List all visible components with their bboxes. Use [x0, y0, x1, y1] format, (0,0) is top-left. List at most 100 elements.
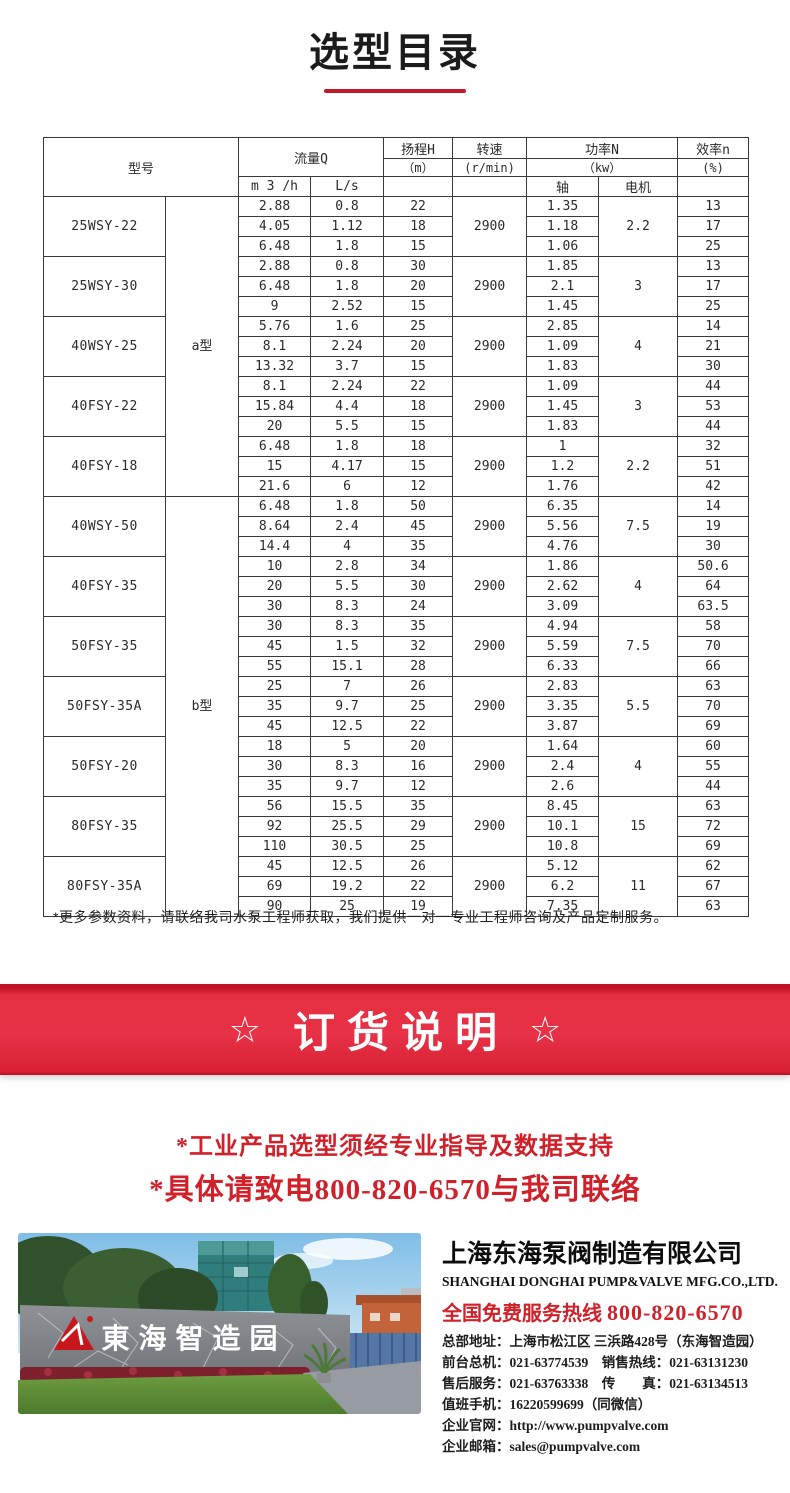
table-row: 20 5.5 15 1.83 44 [44, 416, 750, 437]
star-icon: ☆ [529, 1008, 562, 1050]
col-header-head: 扬程H [383, 137, 454, 159]
model-cell: 40WSY-25 [43, 316, 166, 377]
head-cell: 26 [383, 856, 454, 877]
head-cell: 22 [383, 376, 454, 397]
head-cell: 30 [383, 576, 454, 597]
flow-m3h-cell: 35 [238, 696, 312, 717]
shaft-power-cell: 1.35 [526, 196, 600, 217]
head-cell: 12 [383, 476, 454, 497]
head-cell: 45 [383, 516, 454, 537]
flow-ls-cell: 9.7 [310, 776, 385, 797]
efficiency-cell: 13 [677, 196, 750, 217]
efficiency-cell: 72 [677, 816, 750, 837]
photo-stone-wall [20, 1305, 350, 1385]
flow-ls-cell: 4.17 [310, 456, 385, 477]
shaft-power-cell: 4.94 [526, 616, 600, 637]
flow-m3h-cell: 13.32 [238, 356, 312, 377]
efficiency-cell: 21 [677, 336, 750, 357]
head-cell: 30 [383, 256, 454, 277]
head-cell: 35 [383, 536, 454, 557]
flow-ls-cell: 12.5 [310, 716, 385, 737]
col-header-power: 功率N [526, 137, 679, 159]
shaft-power-cell: 8.45 [526, 796, 600, 817]
motor-power-cell: 2.2 [598, 196, 679, 257]
flow-m3h-cell: 4.05 [238, 216, 312, 237]
photo-sign-text: 東海智造园 [101, 1323, 286, 1354]
model-cell: 50FSY-35 [43, 616, 166, 677]
shaft-power-cell: 1.06 [526, 236, 600, 257]
table-row: 8.64 2.4 45 5.56 19 [44, 516, 750, 537]
shaft-power-cell: 1.2 [526, 456, 600, 477]
flow-ls-cell: 5.5 [310, 416, 385, 437]
shaft-power-cell: 2.4 [526, 756, 600, 777]
notice-line-2: *具体请致电800-820-6570与我司联络 [149, 1174, 641, 1206]
motor-power-cell: 11 [598, 856, 679, 917]
col-header-flow: 流量Q [238, 137, 385, 177]
shaft-power-cell: 10.8 [526, 836, 600, 857]
efficiency-cell: 44 [677, 416, 750, 437]
head-cell: 22 [383, 196, 454, 217]
col-header-power-shaft: 轴 [526, 176, 600, 197]
motor-power-cell: 3 [598, 376, 679, 437]
service-hotline: 全国免费服务热线 800-820-6570 [442, 1297, 782, 1326]
shaft-power-cell: 1.45 [526, 396, 600, 417]
pump-selection-table: 型号 流量Q 扬程H 转速 功率N 效率n （m） (r/min) （kw） (… [42, 137, 750, 917]
motor-power-cell: 5.5 [598, 676, 679, 737]
head-cell: 29 [383, 816, 454, 837]
flow-m3h-cell: 20 [238, 416, 312, 437]
shaft-power-cell: 1 [526, 436, 600, 457]
table-row: 35 9.7 12 2.6 44 [44, 776, 750, 797]
flow-m3h-cell: 5.76 [238, 316, 312, 337]
shaft-power-cell: 6.35 [526, 496, 600, 517]
flow-ls-cell: 8.3 [310, 616, 385, 637]
contact-line: 企业官网：http://www.pumpvalve.com [442, 1418, 669, 1433]
motor-power-cell: 7.5 [598, 616, 679, 677]
shaft-power-cell: 5.12 [526, 856, 600, 877]
table-footnote: *更多参数资料，请联络我司水泵工程师获取，我们提供一对一专业工程师咨询及产品定制… [53, 909, 668, 925]
head-cell: 25 [383, 696, 454, 717]
speed-cell: 2900 [452, 196, 528, 257]
head-cell: 18 [383, 396, 454, 417]
model-cell: 80FSY-35A [43, 856, 166, 917]
flow-m3h-cell: 21.6 [238, 476, 312, 497]
flow-ls-cell: 1.8 [310, 496, 385, 517]
col-header-power-motor: 电机 [598, 176, 679, 197]
contact-line: 售后服务：021-63763338 传 真：021-63134513 [442, 1376, 748, 1391]
flow-m3h-cell: 45 [238, 636, 312, 657]
model-cell: 40FSY-35 [43, 556, 166, 617]
flow-ls-cell: 1.8 [310, 236, 385, 257]
flow-m3h-cell: 35 [238, 776, 312, 797]
table-row: 20 5.5 30 2.62 64 [44, 576, 750, 597]
col-header-head-unit: （m） [383, 158, 454, 177]
motor-power-cell: 7.5 [598, 496, 679, 557]
shaft-power-cell: 1.86 [526, 556, 600, 577]
speed-cell: 2900 [452, 736, 528, 797]
head-cell: 34 [383, 556, 454, 577]
flow-ls-cell: 5.5 [310, 576, 385, 597]
table-row: 21.6 6 12 1.76 42 [44, 476, 750, 497]
hotline-label: 全国免费服务热线 [442, 1303, 602, 1325]
shaft-power-cell: 1.09 [526, 336, 600, 357]
motor-power-cell: 3 [598, 256, 679, 317]
head-cell: 25 [383, 316, 454, 337]
efficiency-cell: 44 [677, 776, 750, 797]
efficiency-cell: 70 [677, 696, 750, 717]
table-row: 35 9.7 25 3.35 70 [44, 696, 750, 717]
efficiency-cell: 50.6 [677, 556, 750, 577]
efficiency-cell: 66 [677, 656, 750, 677]
shaft-power-cell: 5.59 [526, 636, 600, 657]
efficiency-cell: 62 [677, 856, 750, 877]
efficiency-cell: 63.5 [677, 596, 750, 617]
flow-m3h-cell: 6.48 [238, 276, 312, 297]
model-cell: 40FSY-18 [43, 436, 166, 497]
head-cell: 18 [383, 216, 454, 237]
motor-power-cell: 4 [598, 556, 679, 617]
model-cell: 25WSY-30 [43, 256, 166, 317]
flow-m3h-cell: 18 [238, 736, 312, 757]
type-group-cell: a型 [164, 196, 240, 497]
cloud-icon [303, 1238, 393, 1260]
flow-m3h-cell: 6.48 [238, 236, 312, 257]
flow-m3h-cell: 14.4 [238, 536, 312, 557]
flow-ls-cell: 6 [310, 476, 385, 497]
contact-line: 前台总机：021-63774539 销售热线：021-63131230 [442, 1355, 748, 1370]
